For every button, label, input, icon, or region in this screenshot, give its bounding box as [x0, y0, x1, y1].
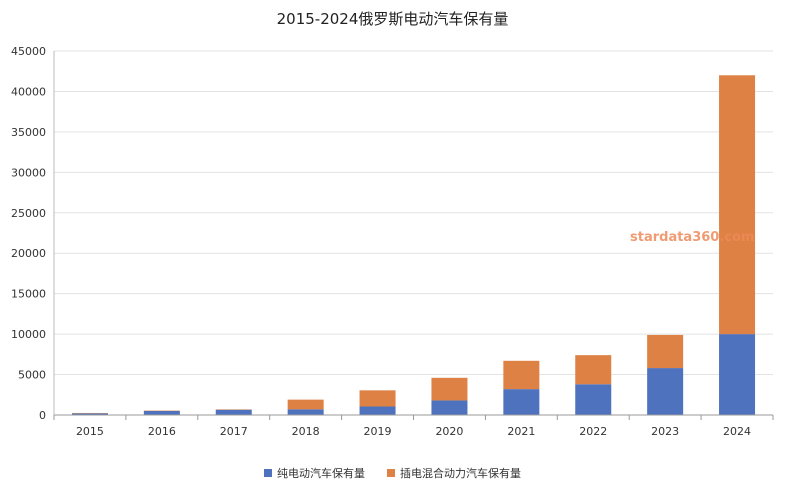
- bar-bev-2019[interactable]: [359, 406, 396, 415]
- bar-bev-2020[interactable]: [431, 400, 468, 415]
- x-tick-label: 2024: [723, 425, 751, 438]
- bar-bev-2024[interactable]: [719, 334, 756, 415]
- x-axis-ticks: 2015 2016 2017 2018 2019 2020 2021 2022 2023 2024: [53, 415, 774, 438]
- bar-bev-2016[interactable]: [143, 410, 180, 415]
- bar-bev-2023[interactable]: [647, 368, 684, 415]
- bar-phev-2024[interactable]: [719, 75, 756, 335]
- bar-phev-2023[interactable]: [647, 334, 684, 369]
- y-tick-label: 15000: [11, 288, 46, 301]
- y-tick-label: 35000: [11, 126, 46, 139]
- bar-phev-2018[interactable]: [287, 399, 324, 410]
- y-tick-label: 30000: [11, 166, 46, 179]
- bars: [71, 75, 756, 415]
- legend-swatch-phev: [387, 469, 395, 477]
- y-tick-label: 25000: [11, 207, 46, 220]
- bar-bev-2022[interactable]: [575, 384, 612, 415]
- y-tick-label: 10000: [11, 328, 46, 341]
- legend-item-phev[interactable]: 插电混合动力汽车保有量: [387, 465, 521, 481]
- x-tick-label: 2016: [148, 425, 176, 438]
- grid-lines: [54, 50, 773, 376]
- bar-bev-2015[interactable]: [71, 413, 108, 415]
- x-tick-label: 2020: [435, 425, 463, 438]
- x-tick-label: 2017: [220, 425, 248, 438]
- x-tick-label: 2018: [292, 425, 320, 438]
- x-tick-label: 2022: [579, 425, 607, 438]
- x-tick-label: 2021: [507, 425, 535, 438]
- y-tick-label: 5000: [18, 369, 46, 382]
- bar-bev-2018[interactable]: [287, 409, 324, 415]
- bar-phev-2021[interactable]: [503, 360, 540, 390]
- x-tick-label: 2015: [76, 425, 104, 438]
- y-tick-label: 20000: [11, 247, 46, 260]
- legend-item-bev[interactable]: 纯电动汽车保有量: [264, 465, 365, 481]
- y-tick-label: 40000: [11, 85, 46, 98]
- bar-phev-2022[interactable]: [575, 355, 612, 385]
- y-tick-label: 45000: [11, 45, 46, 58]
- watermark: stardata360.com: [630, 230, 755, 245]
- bar-phev-2020[interactable]: [431, 377, 468, 401]
- bar-bev-2017[interactable]: [215, 409, 252, 415]
- bar-bev-2021[interactable]: [503, 389, 540, 415]
- bar-phev-2019[interactable]: [359, 390, 396, 407]
- legend: 纯电动汽车保有量 插电混合动力汽车保有量: [0, 465, 785, 481]
- chart-title: 2015-2024俄罗斯电动汽车保有量: [276, 10, 509, 28]
- x-tick-label: 2023: [651, 425, 679, 438]
- legend-label-bev: 纯电动汽车保有量: [277, 467, 365, 480]
- y-tick-label: 0: [39, 409, 46, 422]
- legend-label-phev: 插电混合动力汽车保有量: [400, 467, 521, 480]
- legend-swatch-bev: [264, 469, 272, 477]
- x-tick-label: 2019: [364, 425, 392, 438]
- y-axis-ticks: 0 5000 10000 15000 20000 25000 30000 35000 40000…: [11, 45, 46, 422]
